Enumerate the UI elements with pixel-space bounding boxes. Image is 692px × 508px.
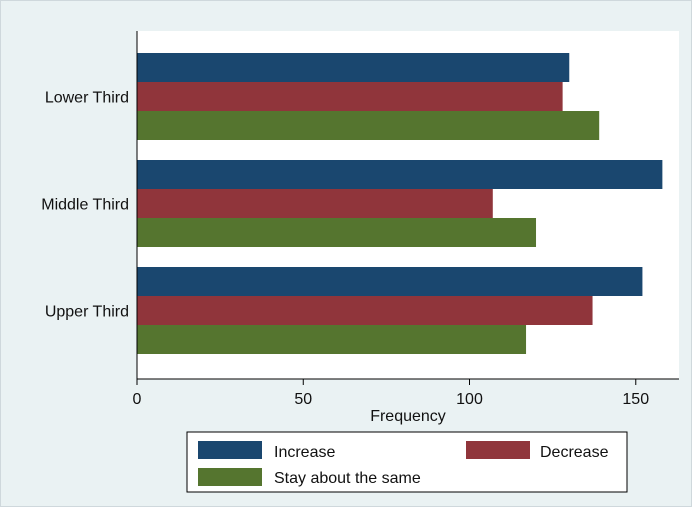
x-axis-title: Frequency [370,408,446,425]
bar-lower-third-increase [137,53,570,82]
bar-upper-third-stay-about-the-same [137,325,527,354]
legend-swatch [198,441,262,459]
category-label: Middle Third [41,197,129,214]
bar-upper-third-decrease [137,296,593,325]
bar-middle-third-decrease [137,189,493,218]
bar-middle-third-increase [137,160,663,189]
x-tick-label: 100 [456,391,483,408]
bar-lower-third-stay-about-the-same [137,111,600,140]
category-labels: Lower Third Middle Third Upper Third [41,90,129,321]
category-label: Lower Third [45,90,129,107]
bar-lower-third-decrease [137,82,563,111]
legend-swatch [198,468,262,486]
legend-label: Stay about the same [274,470,421,487]
x-tick-label: 0 [133,391,142,408]
x-tick-label: 50 [294,391,312,408]
legend-label: Decrease [540,444,609,461]
bars-group [137,53,663,354]
x-tick-label: 150 [622,391,649,408]
legend-label: Increase [274,444,335,461]
x-ticks: 0 50 100 150 [133,379,649,408]
legend-swatch [466,441,530,459]
bar-upper-third-increase [137,267,643,296]
bar-middle-third-stay-about-the-same [137,218,537,247]
legend: Increase Decrease Stay about the same [198,441,609,487]
category-label: Upper Third [45,304,129,321]
